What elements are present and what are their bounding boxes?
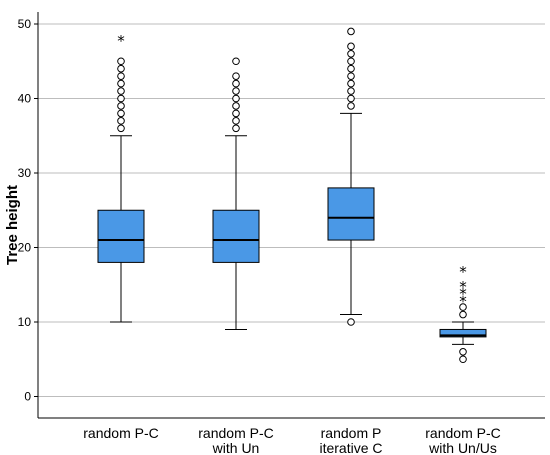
outlier-point: [232, 94, 240, 103]
iqr-box: [439, 328, 487, 338]
outlier-point: [347, 50, 355, 58]
outlier-point: [117, 79, 125, 88]
outlier-point: [347, 94, 355, 103]
outlier-point: [347, 57, 355, 66]
outlier-point: [347, 42, 355, 51]
extreme-point: *: [459, 293, 467, 311]
extreme-point: *: [117, 32, 125, 50]
outlier-point: [347, 72, 355, 80]
outlier-point: [232, 102, 240, 110]
extreme-point: *: [459, 263, 467, 281]
box-group-2: [212, 57, 260, 330]
category-label-4: random P-C: [425, 425, 500, 441]
y-tick-label-0: 0: [24, 390, 31, 404]
y-tick-label-50: 50: [18, 17, 32, 31]
outlier-point: [232, 72, 240, 80]
outlier-point: [117, 72, 125, 80]
outlier-point: [232, 87, 240, 95]
outlier-point: [117, 109, 125, 118]
outlier-point: [117, 102, 125, 110]
outlier-point: [232, 117, 240, 125]
category-label-3: random P: [321, 425, 382, 441]
outlier-point: [117, 87, 125, 95]
y-axis-title: Tree height: [4, 185, 21, 265]
outlier-point: [459, 348, 467, 356]
outlier-point: [347, 27, 355, 36]
outlier-point: [232, 124, 240, 133]
box-group-1: *: [97, 32, 145, 323]
outlier-point: [117, 64, 125, 73]
extreme-point: *: [459, 285, 467, 303]
boxes: *****: [97, 27, 487, 364]
outlier-point: [232, 57, 240, 66]
outlier-point: [347, 79, 355, 88]
iqr-box: [212, 209, 260, 263]
box-group-3: [327, 27, 375, 326]
y-tick-label-40: 40: [18, 92, 32, 106]
extreme-point: *: [459, 278, 467, 296]
category-label-1: random P-C: [83, 425, 158, 441]
outlier-point: [232, 109, 240, 118]
outlier-point: [232, 79, 240, 88]
iqr-box: [97, 209, 145, 263]
outlier-point: [117, 57, 125, 66]
outlier-point: [347, 318, 355, 326]
outlier-point: [347, 87, 355, 95]
category-label-2: with Un: [212, 440, 260, 455]
y-tick-label-10: 10: [18, 315, 32, 329]
outlier-point: [459, 355, 467, 364]
outlier-point: [347, 102, 355, 110]
outlier-point: [117, 94, 125, 103]
category-label-2: random P-C: [198, 425, 273, 441]
box-group-4: ****: [439, 263, 487, 364]
axes: [34, 12, 545, 419]
outlier-point: [117, 117, 125, 125]
y-tick-label-30: 30: [18, 166, 32, 180]
iqr-box: [327, 187, 375, 241]
outlier-point: [347, 64, 355, 73]
outlier-point: [459, 310, 467, 319]
y-tick-label-20: 20: [18, 241, 32, 255]
category-label-4: with Un/Us: [428, 440, 497, 455]
y-tick-labels: 0 10 20 30 40 50: [18, 17, 32, 404]
outlier-point: [117, 124, 125, 133]
category-label-3: iterative C: [319, 440, 382, 455]
outlier-point: [459, 303, 467, 311]
